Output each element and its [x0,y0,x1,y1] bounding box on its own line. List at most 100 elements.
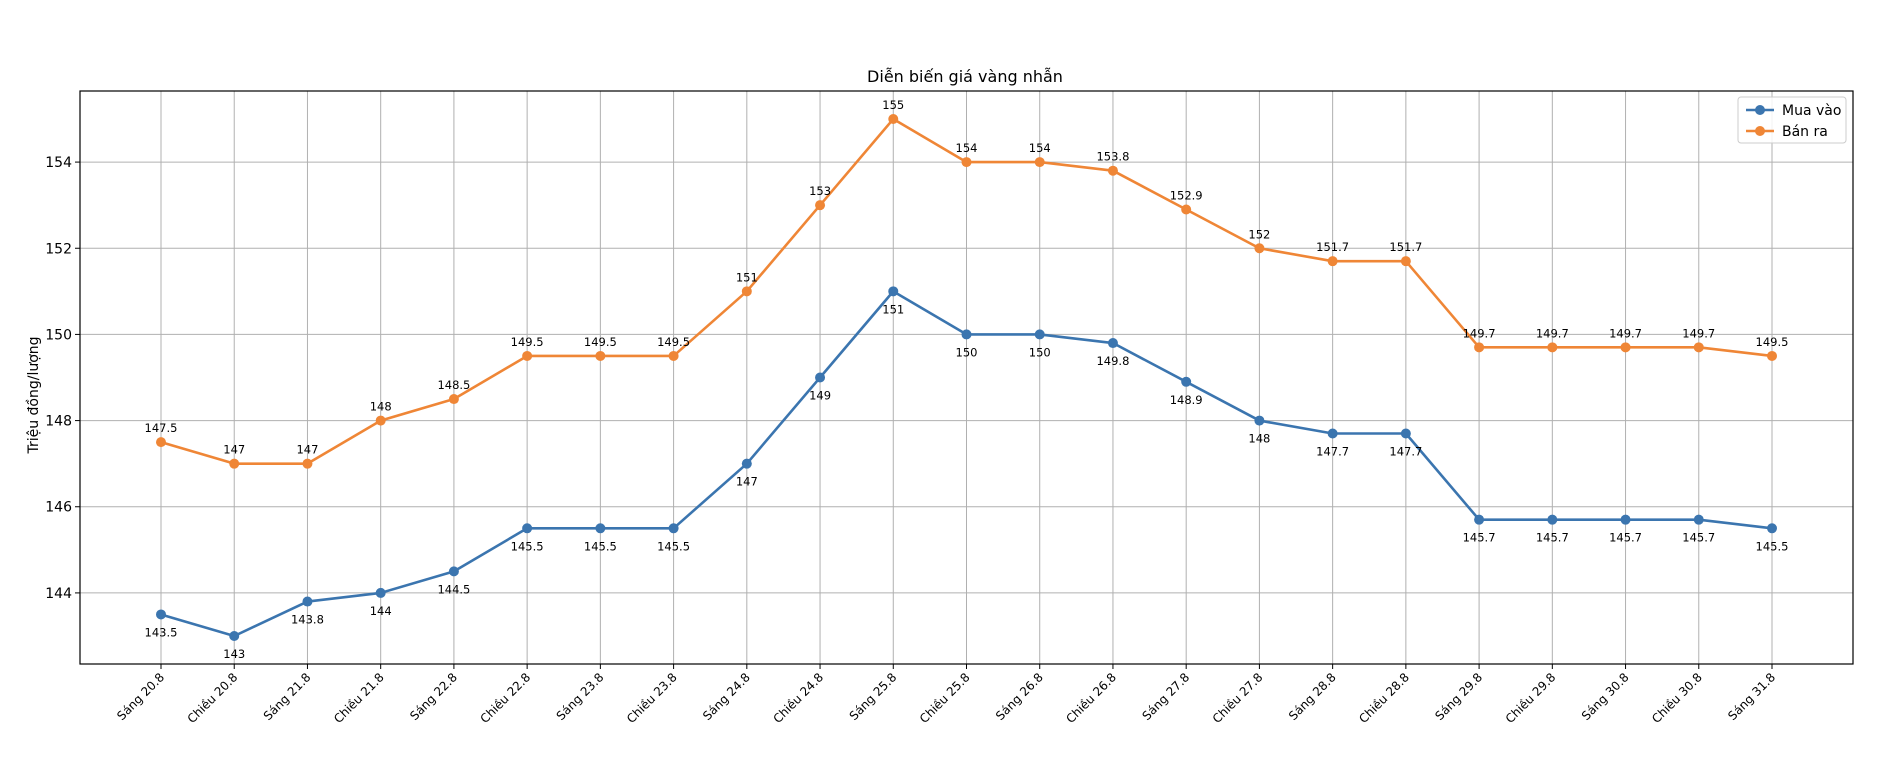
data-label: 149.7 [1682,326,1715,340]
x-tick-label: Sáng 21.8 [261,670,314,723]
data-point [1474,514,1485,525]
y-tick-label: 154 [45,155,72,171]
data-label: 149.7 [1536,326,1569,340]
data-point [1034,329,1045,340]
y-tick-label: 144 [45,586,72,602]
data-point [1327,256,1338,267]
data-label: 147 [296,443,318,457]
data-point [522,523,533,534]
data-point [156,437,166,448]
data-point [1034,157,1045,168]
plot-frame [79,90,1854,665]
data-label: 153 [809,184,831,198]
data-point [1620,514,1631,525]
data-point [375,587,386,598]
legend-label: Mua vào [1782,103,1841,119]
data-point [1327,428,1338,439]
y-tick-label: 152 [45,241,72,257]
data-label: 148.5 [437,378,470,392]
data-label: 149.5 [657,335,690,349]
data-point [1107,338,1118,349]
data-label: 149.5 [511,335,544,349]
x-tick-label: Sáng 20.8 [114,670,167,723]
data-label: 149.7 [1609,326,1642,340]
y-axis-label: Triệu đồng/lượng [25,336,42,454]
x-tick-label: Sáng 30.8 [1579,670,1632,723]
x-tick-label: Sáng 28.8 [1286,670,1339,723]
data-label: 148.9 [1170,393,1203,407]
data-label: 152.9 [1170,188,1203,202]
data-point [668,523,679,534]
data-label: 151.7 [1389,240,1422,254]
data-point [595,350,606,361]
data-label: 147.5 [145,421,178,435]
data-label: 144 [370,604,392,618]
data-label: 147.7 [1389,445,1422,459]
x-tick-label: Sáng 26.8 [993,670,1046,723]
data-label: 149.5 [584,335,617,349]
data-point [1400,256,1411,267]
x-tick-label: Chiều 30.8 [1649,670,1705,726]
data-point [1767,523,1777,534]
x-tick-label: Sáng 29.8 [1432,670,1485,723]
legend: Mua vào Bán ra [1737,96,1847,144]
data-label: 150 [1029,345,1051,359]
data-point [1254,415,1265,426]
data-label: 145.7 [1609,531,1642,545]
data-point [1767,350,1777,361]
data-point [1400,428,1411,439]
data-point [961,157,972,168]
data-label: 147 [736,475,758,489]
x-tick-label: Chiều 20.8 [185,670,241,726]
x-tick-label: Sáng 31.8 [1725,670,1778,723]
data-point [229,630,240,641]
data-point [668,350,679,361]
grid-lines [80,91,1853,664]
data-label: 145.5 [1756,539,1789,553]
x-tick-label: Sáng 24.8 [700,670,753,723]
data-point [1254,243,1265,254]
x-tick-label: Sáng 27.8 [1139,670,1192,723]
data-point [229,458,240,469]
data-label: 149 [809,389,831,403]
data-label: 151 [736,270,758,284]
data-point [1693,342,1704,353]
x-tick-label: Chiều 28.8 [1356,670,1412,726]
x-tick-label: Chiều 23.8 [624,670,680,726]
data-point [375,415,386,426]
data-label: 154 [956,141,978,155]
data-point [1693,514,1704,525]
data-label: 145.5 [657,539,690,553]
chart-title: Diễn biến giá vàng nhẫn [867,67,1063,86]
legend-marker [1755,126,1765,136]
x-tick-label: Chiều 21.8 [331,670,387,726]
data-point [1107,165,1118,176]
data-label: 152 [1248,227,1270,241]
data-point [302,596,313,607]
data-label: 155 [882,98,904,112]
data-point [1620,342,1631,353]
data-point [741,286,752,297]
x-tick-label: Sáng 23.8 [554,670,607,723]
data-point [815,372,826,383]
data-label: 147.7 [1316,445,1349,459]
series-lines [156,114,1777,641]
x-tick-label: Chiều 27.8 [1210,670,1266,726]
x-tick-label: Chiều 22.8 [478,670,534,726]
y-tick-label: 148 [45,414,72,430]
data-label: 149.8 [1096,354,1129,368]
y-axis-ticks: 144 146 148 150 152 154 [45,155,80,602]
data-point [1181,204,1192,215]
data-label: 149.7 [1463,326,1496,340]
legend-marker [1755,105,1765,115]
data-label: 150 [956,345,978,359]
x-tick-label: Sáng 22.8 [407,670,460,723]
data-point [1474,342,1485,353]
data-point [1181,376,1192,387]
data-label: 143.5 [145,625,178,639]
data-point [448,394,459,405]
data-label: 145.7 [1536,531,1569,545]
data-label: 148 [1248,432,1270,446]
data-point [522,350,533,361]
